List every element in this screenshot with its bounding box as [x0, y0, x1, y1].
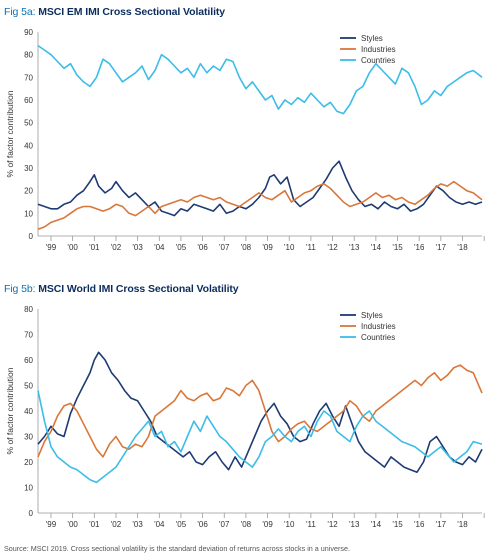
fig5a-y-tick-label: 60 [24, 96, 33, 105]
fig5a-x-tick-label: '07 [219, 243, 230, 252]
fig5a-x-tick-label: '04 [154, 243, 165, 252]
fig5a-x-tick-label: '15 [392, 243, 403, 252]
fig5b-y-tick-label: 70 [24, 331, 33, 340]
fig5a-x-tick-label: '05 [176, 243, 187, 252]
fig5b-legend-label-styles: Styles [361, 311, 383, 320]
fig5a-x-tick-label: '01 [89, 243, 100, 252]
fig5a-x-tick-label: '09 [262, 243, 273, 252]
fig5b-x-tick-label: '14 [371, 520, 382, 529]
fig5b-legend-label-countries: Countries [361, 333, 395, 342]
fig5b-x-tick-label: '09 [262, 520, 273, 529]
fig5b-x-tick-label: '00 [67, 520, 78, 529]
fig5b-y-tick-label: 0 [29, 509, 34, 518]
fig5b-x-tick-label: '12 [327, 520, 338, 529]
fig5a-x-tick-label: '03 [132, 243, 143, 252]
fig5a-legend-label-styles: Styles [361, 34, 383, 43]
fig5a-y-axis-label: % of factor contribution [5, 90, 15, 177]
fig5b-y-axis-label: % of factor contribution [5, 367, 15, 454]
fig5b-x-tick-label: '15 [392, 520, 403, 529]
fig5a-y-tick-label: 90 [24, 28, 33, 37]
fig5b-x-tick-label: '13 [349, 520, 360, 529]
fig5a-y-tick-label: 70 [24, 73, 33, 82]
fig5b-x-tick-label: '16 [414, 520, 425, 529]
fig5a-legend-label-countries: Countries [361, 56, 395, 65]
fig5b-x-tick-label: '07 [219, 520, 230, 529]
fig5b-x-tick-label: '11 [306, 520, 316, 529]
fig5a-series-styles [37, 160, 483, 217]
figure-5b-heading: MSCI World IMI Cross Sectional Volatilit… [38, 283, 239, 295]
figure-5a-title: Fig 5a: MSCI EM IMI Cross Sectional Vola… [4, 6, 225, 18]
fig5a-x-tick-label: '08 [241, 243, 252, 252]
fig5a-series-industries [37, 180, 483, 230]
fig5b-series-styles [37, 351, 483, 473]
fig5b-x-tick-label: '03 [132, 520, 143, 529]
fig5b-y-tick-label: 30 [24, 433, 33, 442]
fig5a-line-chart: % of factor contribution 0 10 20 30 40 50 60 70 8… [5, 28, 485, 252]
fig5a-x-tick-label: '13 [349, 243, 360, 252]
fig5b-y-tick-label: 50 [24, 382, 33, 391]
fig5b-x-tick-label: '08 [241, 520, 252, 529]
fig5a-y-tick-label: 40 [24, 141, 33, 150]
fig5b-x-tick-label: '02 [111, 520, 122, 529]
figure-5b-title: Fig 5b: MSCI World IMI Cross Sectional V… [4, 283, 239, 295]
fig5a-x-tick-label: '06 [197, 243, 208, 252]
fig5a-series-countries [37, 44, 483, 115]
fig5b-y-tick-label: 80 [24, 305, 33, 314]
fig5b-x-tick-label: '99 [46, 520, 57, 529]
fig5a-x-tick-label: '11 [306, 243, 316, 252]
fig5b-legend-label-industries: Industries [361, 322, 396, 331]
fig5a-x-tick-label: '18 [457, 243, 468, 252]
fig5a-legend-label-industries: Industries [361, 45, 396, 54]
fig5b-line-chart: % of factor contribution 0 10 20 30 40 50 60 70 8… [5, 305, 485, 529]
source-note: Source: MSCI 2019. Cross sectional volat… [4, 544, 350, 553]
fig5b-x-tick-label: '01 [89, 520, 100, 529]
fig5a-x-tick-label: '99 [46, 243, 57, 252]
fig5a-x-tick-label: '14 [371, 243, 382, 252]
fig5b-y-tick-label: 60 [24, 356, 33, 365]
figure-5a-heading: MSCI EM IMI Cross Sectional Volatility [38, 6, 226, 18]
fig5a-x-tick-label: '02 [111, 243, 122, 252]
fig5b-y-tick-label: 20 [24, 458, 33, 467]
fig5b-x-tick-label: '10 [284, 520, 295, 529]
fig5a-y-tick-label: 50 [24, 119, 33, 128]
fig5b-x-tick-label: '05 [176, 520, 187, 529]
fig5b-y-tick-label: 40 [24, 407, 33, 416]
figure-5a-prefix: Fig 5a: [4, 6, 36, 18]
fig5a-y-tick-label: 10 [24, 209, 33, 218]
fig5a-y-tick-label: 20 [24, 187, 33, 196]
fig5a-y-tick-label: 80 [24, 51, 33, 60]
fig5b-x-tick-label: '18 [457, 520, 468, 529]
fig5a-y-tick-label: 0 [29, 232, 34, 241]
fig5a-x-tick-label: '16 [414, 243, 425, 252]
figure-5b-prefix: Fig 5b: [4, 283, 36, 295]
fig5a-x-tick-label: '10 [284, 243, 295, 252]
fig5a-x-tick-label: '17 [436, 243, 447, 252]
fig5b-series-industries [37, 364, 483, 458]
fig5b-series-countries [37, 390, 483, 484]
fig5a-x-tick-label: '00 [67, 243, 78, 252]
fig5b-x-tick-label: '17 [436, 520, 447, 529]
fig5a-y-tick-label: 30 [24, 164, 33, 173]
fig5b-y-tick-label: 10 [24, 484, 33, 493]
fig5a-x-tick-label: '12 [327, 243, 338, 252]
fig5b-x-tick-label: '04 [154, 520, 165, 529]
fig5b-x-tick-label: '06 [197, 520, 208, 529]
